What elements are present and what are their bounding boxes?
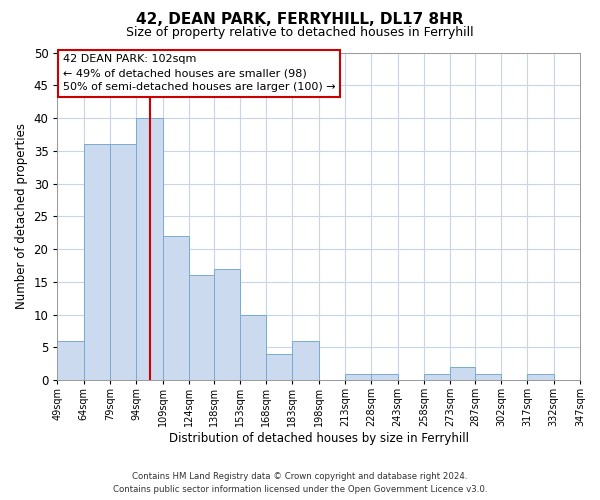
Bar: [136, 118, 163, 380]
Bar: [240, 314, 266, 380]
Bar: [371, 374, 398, 380]
Y-axis label: Number of detached properties: Number of detached properties: [15, 124, 28, 310]
Bar: [214, 268, 240, 380]
Bar: [58, 341, 84, 380]
Bar: [424, 374, 450, 380]
Bar: [110, 144, 136, 380]
Text: Contains HM Land Registry data © Crown copyright and database right 2024.
Contai: Contains HM Land Registry data © Crown c…: [113, 472, 487, 494]
Text: 42 DEAN PARK: 102sqm
← 49% of detached houses are smaller (98)
50% of semi-detac: 42 DEAN PARK: 102sqm ← 49% of detached h…: [62, 54, 335, 92]
Bar: [189, 276, 214, 380]
Bar: [580, 374, 600, 380]
Bar: [345, 374, 371, 380]
Bar: [292, 341, 319, 380]
Bar: [527, 374, 554, 380]
Bar: [450, 367, 475, 380]
X-axis label: Distribution of detached houses by size in Ferryhill: Distribution of detached houses by size …: [169, 432, 469, 445]
Bar: [163, 236, 189, 380]
Bar: [84, 144, 110, 380]
Bar: [266, 354, 292, 380]
Text: Size of property relative to detached houses in Ferryhill: Size of property relative to detached ho…: [126, 26, 474, 39]
Bar: [475, 374, 501, 380]
Text: 42, DEAN PARK, FERRYHILL, DL17 8HR: 42, DEAN PARK, FERRYHILL, DL17 8HR: [136, 12, 464, 28]
